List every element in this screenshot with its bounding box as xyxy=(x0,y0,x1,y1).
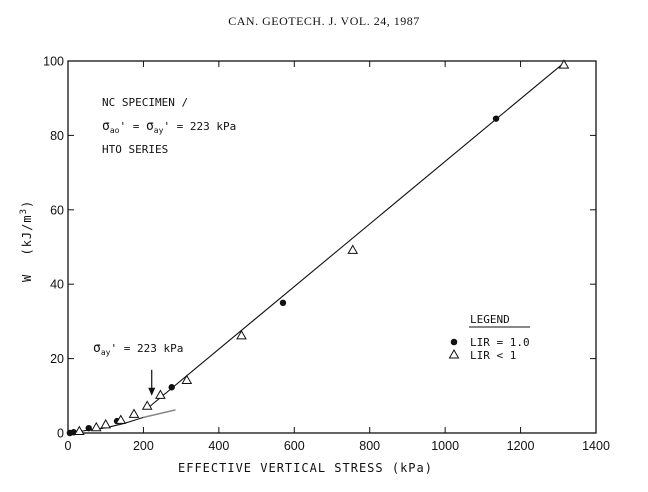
x-axis-title: EFFECTIVE VERTICAL STRESS (kPa) xyxy=(178,461,433,475)
point-triangle xyxy=(128,408,140,418)
y-tick-label: 80 xyxy=(50,129,64,143)
point-triangle xyxy=(347,244,359,254)
legend-label-lir-lt-1: LIR < 1 xyxy=(470,349,516,362)
point-circle xyxy=(168,384,175,391)
y-axis-title-exp: 3 xyxy=(19,208,29,214)
point-triangle xyxy=(558,59,570,69)
sigma-mid: ' = xyxy=(119,120,146,133)
y-axis-title: W (kJ/m3) xyxy=(19,200,34,282)
arrow-sigma-subscript: ay xyxy=(101,348,111,357)
y-tick-label: 0 xyxy=(57,427,64,441)
y-tick-label: 100 xyxy=(43,55,64,69)
annotation-specimen: NC SPECIMEN / xyxy=(102,96,188,109)
arrow-head xyxy=(148,387,156,396)
y-tick-label: 20 xyxy=(50,352,64,366)
y-axis-title-w: W xyxy=(20,274,34,282)
point-triangle xyxy=(141,400,153,410)
x-tick-label: 1200 xyxy=(507,439,535,453)
legend: LEGEND LIR = 1.0 LIR < 1 xyxy=(448,313,530,362)
y-axis-title-unit: (kJ/m xyxy=(20,214,34,255)
point-circle xyxy=(492,115,500,122)
point-triangle xyxy=(115,414,127,424)
point-circle xyxy=(279,299,287,306)
x-tick-label: 400 xyxy=(208,439,229,453)
point-triangle xyxy=(90,421,102,432)
axes: 0 200 400 600 800 1000 1200 1400 0 20 40 60 80 100 xyxy=(43,55,610,454)
fit-line-extension xyxy=(143,409,176,419)
y-axis-title-unit-close: ) xyxy=(20,200,34,208)
arrow xyxy=(148,369,156,396)
legend-label-lir-1: LIR = 1.0 xyxy=(470,336,530,349)
sigma-rest: ' = 223 kPa xyxy=(163,120,236,133)
y-tick-label: 40 xyxy=(50,278,64,292)
legend-marker-lir-lt-1 xyxy=(448,348,460,359)
annotation-series: HTO SERIES xyxy=(102,143,168,156)
arrow-sigma-symbol: σ xyxy=(93,341,101,356)
x-tick-label: 1000 xyxy=(431,439,459,453)
x-tick-label: 0 xyxy=(65,439,72,453)
sigma-ay-symbol: σ xyxy=(146,119,154,134)
y-tick-label: 60 xyxy=(50,203,64,217)
annotation-sigma-equality: σao' = σay' = 223 kPa xyxy=(102,119,236,135)
point-triangle xyxy=(181,374,193,385)
x-tick-label: 800 xyxy=(359,439,380,453)
x-tick-label: 200 xyxy=(133,439,154,453)
sigma-ay-subscript: ay xyxy=(154,126,164,135)
point-circle xyxy=(85,424,92,432)
legend-title: LEGEND xyxy=(470,313,510,326)
sigma-ao-subscript: ao xyxy=(110,126,120,135)
journal-header: CAN. GEOTECH. J. VOL. 24, 1987 xyxy=(228,14,420,28)
fit-lines xyxy=(67,62,565,434)
point-triangle xyxy=(236,330,247,340)
x-tick-label: 1400 xyxy=(582,439,610,453)
plot-frame xyxy=(67,60,597,434)
point-triangle xyxy=(100,418,112,429)
legend-marker-lir-1 xyxy=(450,338,458,346)
annotation-arrow-label: σay' = 223 kPa xyxy=(93,341,183,357)
data-marks xyxy=(66,59,570,437)
point-triangle xyxy=(73,425,85,436)
sigma-ao-symbol: σ xyxy=(102,119,110,134)
point-triangle xyxy=(155,389,166,399)
arrow-sigma-rest: ' = 223 kPa xyxy=(110,342,183,355)
x-tick-label: 600 xyxy=(284,439,305,453)
